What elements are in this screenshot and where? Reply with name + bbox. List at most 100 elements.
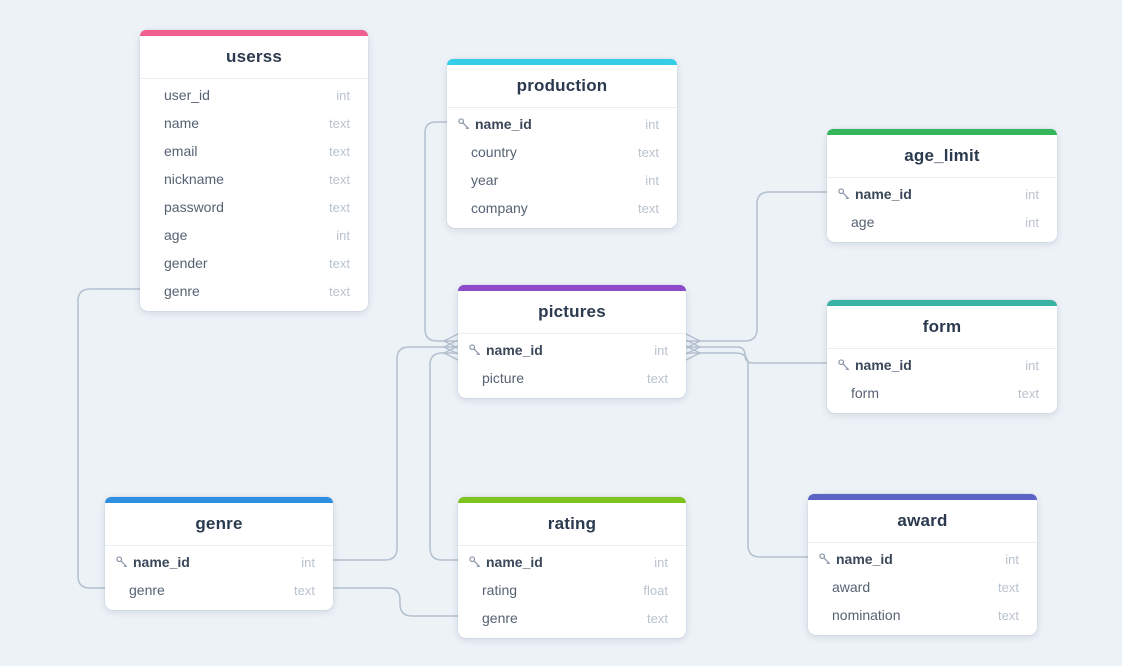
table-age_limit[interactable]: age_limit name_id int age int <box>827 129 1057 242</box>
field-row-form-form[interactable]: form text <box>827 379 1057 407</box>
table-form[interactable]: form name_id int form text <box>827 300 1057 413</box>
table-rating[interactable]: rating name_id int rating float genre text <box>458 497 686 638</box>
field-type: int <box>301 554 315 570</box>
field-type: text <box>329 199 350 215</box>
relationship-line-userss.genre-genre.genre[interactable] <box>77 288 141 589</box>
table-title-age_limit[interactable]: age_limit <box>827 135 1057 178</box>
field-name: name_id <box>855 186 912 202</box>
field-name: award <box>832 579 871 595</box>
field-row-pictures-picture[interactable]: picture text <box>458 364 686 392</box>
field-rows: name_id int rating float genre text <box>458 546 686 638</box>
field-row-award-nomination[interactable]: nomination text <box>808 601 1037 629</box>
field-type: int <box>336 227 350 243</box>
relationship-line-pictures.name_id-form.name_id[interactable] <box>685 346 828 364</box>
field-type: text <box>329 115 350 131</box>
table-award[interactable]: award name_id int award text nomination text <box>808 494 1037 635</box>
field-row-production-country[interactable]: country text <box>447 138 677 166</box>
relationship-line-pictures.name_id-age_limit.name_id[interactable] <box>685 191 828 342</box>
field-name: age <box>164 227 188 243</box>
field-name: country <box>471 144 517 160</box>
field-row-userss-nickname[interactable]: nickname text <box>140 165 368 193</box>
field-name: form <box>851 385 879 401</box>
field-row-genre-genre[interactable]: genre text <box>105 576 333 604</box>
field-name: gender <box>164 255 208 271</box>
field-row-userss-name[interactable]: name text <box>140 109 368 137</box>
relationship-line-rating.name_id-pictures.name_id[interactable] <box>429 352 459 561</box>
field-row-userss-gender[interactable]: gender text <box>140 249 368 277</box>
primary-key-icon <box>457 117 471 131</box>
field-rows: name_id int genre text <box>105 546 333 610</box>
table-color-strip <box>827 300 1057 306</box>
field-name: name <box>164 115 200 131</box>
table-color-strip <box>808 494 1037 500</box>
table-color-strip <box>105 497 333 503</box>
table-title-pictures[interactable]: pictures <box>458 291 686 334</box>
field-rows: name_id int form text <box>827 349 1057 413</box>
relationship-line-genre.genre-rating.genre[interactable] <box>332 587 459 617</box>
field-row-userss-user_id[interactable]: user_id int <box>140 81 368 109</box>
field-row-production-name_id[interactable]: name_id int <box>447 110 677 138</box>
field-type: float <box>643 582 668 598</box>
table-color-strip <box>458 285 686 291</box>
field-type: text <box>638 200 659 216</box>
field-type: int <box>336 87 350 103</box>
field-name: genre <box>482 610 518 626</box>
table-title-genre[interactable]: genre <box>105 503 333 546</box>
relationship-line-pictures.name_id-award.name_id[interactable] <box>685 352 809 558</box>
field-row-production-company[interactable]: company text <box>447 194 677 222</box>
field-name: genre <box>129 582 165 598</box>
field-type: text <box>329 255 350 271</box>
table-title-production[interactable]: production <box>447 65 677 108</box>
field-type: text <box>638 144 659 160</box>
primary-key-icon <box>115 555 129 569</box>
field-rows: name_id int picture text <box>458 334 686 398</box>
field-row-age_limit-name_id[interactable]: name_id int <box>827 180 1057 208</box>
field-name: name_id <box>836 551 893 567</box>
primary-key-icon <box>837 187 851 201</box>
field-type: text <box>647 370 668 386</box>
field-row-genre-name_id[interactable]: name_id int <box>105 548 333 576</box>
table-pictures[interactable]: pictures name_id int picture text <box>458 285 686 398</box>
field-row-rating-genre[interactable]: genre text <box>458 604 686 632</box>
field-row-award-name_id[interactable]: name_id int <box>808 545 1037 573</box>
field-rows: name_id int age int <box>827 178 1057 242</box>
field-row-userss-email[interactable]: email text <box>140 137 368 165</box>
field-row-production-year[interactable]: year int <box>447 166 677 194</box>
field-row-rating-name_id[interactable]: name_id int <box>458 548 686 576</box>
field-row-userss-password[interactable]: password text <box>140 193 368 221</box>
field-type: text <box>329 283 350 299</box>
table-production[interactable]: production name_id int country text year int co… <box>447 59 677 228</box>
field-type: int <box>645 116 659 132</box>
primary-key-icon <box>818 552 832 566</box>
field-type: int <box>1005 551 1019 567</box>
relationship-line-genre.name_id-pictures.name_id[interactable] <box>332 346 459 561</box>
table-title-award[interactable]: award <box>808 500 1037 543</box>
relationship-line-production.name_id-pictures.name_id[interactable] <box>424 121 459 342</box>
field-row-pictures-name_id[interactable]: name_id int <box>458 336 686 364</box>
field-type: text <box>998 579 1019 595</box>
table-color-strip <box>827 129 1057 135</box>
field-type: text <box>1018 385 1039 401</box>
crow-foot-many-marker <box>685 345 701 361</box>
field-row-userss-age[interactable]: age int <box>140 221 368 249</box>
field-row-form-name_id[interactable]: name_id int <box>827 351 1057 379</box>
primary-key-icon <box>468 555 482 569</box>
field-row-age_limit-age[interactable]: age int <box>827 208 1057 236</box>
table-genre[interactable]: genre name_id int genre text <box>105 497 333 610</box>
field-type: text <box>294 582 315 598</box>
table-color-strip <box>458 497 686 503</box>
table-title-userss[interactable]: userss <box>140 36 368 79</box>
field-type: int <box>654 554 668 570</box>
primary-key-icon <box>837 358 851 372</box>
table-color-strip <box>447 59 677 65</box>
table-title-form[interactable]: form <box>827 306 1057 349</box>
table-title-rating[interactable]: rating <box>458 503 686 546</box>
field-name: genre <box>164 283 200 299</box>
primary-key-icon <box>468 343 482 357</box>
field-row-award-award[interactable]: award text <box>808 573 1037 601</box>
field-row-rating-rating[interactable]: rating float <box>458 576 686 604</box>
field-row-userss-genre[interactable]: genre text <box>140 277 368 305</box>
